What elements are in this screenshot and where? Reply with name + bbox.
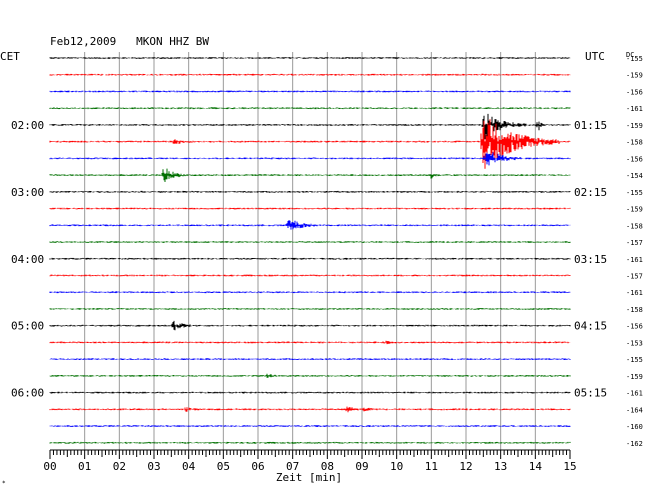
seismic-trace (49, 90, 571, 93)
seismic-trace (49, 57, 571, 59)
x-tick-label: 04 (182, 460, 196, 473)
seismic-trace (49, 406, 571, 413)
dc-offset-labels: -155 -159 -156 -161 -159 -158 -156 -154 -155 -159… (626, 55, 643, 448)
seismic-trace (49, 257, 571, 260)
seismic-trace (49, 274, 571, 277)
x-tick-label: 12 (459, 460, 472, 473)
seismic-trace (49, 291, 571, 294)
seismic-trace (49, 373, 571, 378)
dc-offset-label: -155 (626, 189, 643, 197)
seismic-trace (49, 241, 571, 243)
x-tick-label: 14 (529, 460, 543, 473)
seismic-trace (49, 113, 571, 140)
dc-offset-label: -161 (626, 289, 643, 297)
dc-offset-label: -158 (626, 139, 643, 147)
seismic-trace (49, 358, 571, 360)
seismic-trace (49, 308, 571, 310)
dc-offset-label: -159 (626, 122, 643, 130)
dc-offset-label: -157 (626, 272, 643, 280)
dc-label: DC (626, 51, 634, 59)
dc-offset-label: -156 (626, 155, 643, 163)
x-tick-label: 05 (217, 460, 230, 473)
seismic-trace (49, 425, 571, 427)
corner-mark: * (2, 480, 6, 487)
dc-offset-label: -158 (626, 306, 643, 314)
x-axis-label: Zeit [min] (276, 471, 342, 484)
dc-offset-label: -161 (626, 256, 643, 264)
dc-offset-label: -159 (626, 72, 643, 80)
right-time-label: 03:15 (574, 253, 607, 266)
vertical-grid (84, 52, 536, 450)
x-tick-label: 07 (286, 460, 299, 473)
dc-offset-label: -155 (626, 356, 643, 364)
dc-offset-label: -159 (626, 373, 643, 381)
right-time-label: 05:15 (574, 387, 607, 400)
dc-offset-label: -156 (626, 323, 643, 331)
seismic-trace (49, 391, 571, 394)
left-time-label: 02:00 (11, 119, 44, 132)
seismic-trace (49, 168, 571, 182)
left-time-label: 05:00 (11, 320, 44, 333)
left-axis-title: CET (0, 50, 20, 63)
x-tick-label: 06 (251, 460, 264, 473)
x-tick-label: 00 (43, 460, 56, 473)
x-tick-label: 01 (78, 460, 91, 473)
x-tick-label: 10 (390, 460, 403, 473)
dc-offset-label: -156 (626, 88, 643, 96)
seismic-trace (49, 207, 571, 210)
seismic-trace (49, 190, 571, 193)
right-time-label: 04:15 (574, 320, 607, 333)
left-time-label: 06:00 (11, 387, 44, 400)
dc-offset-label: -157 (626, 239, 643, 247)
seismic-trace (49, 107, 571, 110)
x-axis: 00 01 02 03 04 05 06 07 08 09 10 11 12 13 14 15 (43, 449, 577, 473)
dc-offset-label: -153 (626, 339, 643, 347)
seismic-trace (49, 320, 571, 331)
dc-offset-label: -161 (626, 105, 643, 113)
seismic-trace (49, 73, 571, 76)
dc-offset-label: -155 (626, 55, 643, 63)
left-time-labels: 02:00 03:00 04:00 05:00 06:00 (11, 119, 44, 400)
chart-title: Feb12,2009 MKON HHZ BW (50, 35, 209, 48)
dc-offset-label: -160 (626, 423, 643, 431)
dc-offset-label: -158 (626, 222, 643, 230)
left-time-label: 04:00 (11, 253, 44, 266)
right-time-label: 01:15 (574, 119, 607, 132)
seismic-trace (49, 152, 571, 166)
x-tick-label: 09 (355, 460, 368, 473)
dc-offset-label: -164 (626, 406, 643, 414)
seismic-trace (49, 119, 571, 169)
trace-group (49, 57, 571, 444)
seismic-trace (49, 340, 571, 345)
dc-offset-label: -161 (626, 390, 643, 398)
right-time-labels: 01:15 02:15 03:15 04:15 05:15 (574, 119, 607, 400)
seismic-trace (49, 441, 571, 444)
dc-offset-label: -154 (626, 172, 643, 180)
x-tick-label: 15 (563, 460, 576, 473)
x-tick-label: 03 (147, 460, 160, 473)
x-tick-label: 11 (425, 460, 438, 473)
dc-offset-label: -162 (626, 440, 643, 448)
seismic-trace (49, 220, 571, 230)
x-tick-label: 02 (113, 460, 126, 473)
left-time-label: 03:00 (11, 186, 44, 199)
right-time-label: 02:15 (574, 186, 607, 199)
dc-offset-label: -159 (626, 206, 643, 214)
x-tick-label: 13 (494, 460, 507, 473)
right-axis-title: UTC (585, 50, 605, 63)
x-tick-label: 08 (321, 460, 334, 473)
